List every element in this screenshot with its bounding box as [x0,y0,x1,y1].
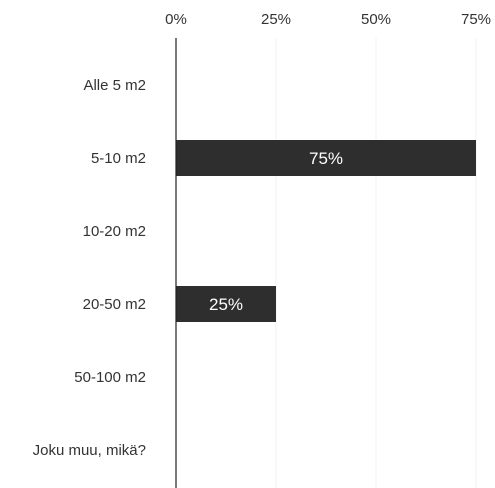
x-tick-label: 75% [461,11,491,28]
category-label: 10-20 m2 [83,223,146,240]
category-label: 5-10 m2 [91,150,146,167]
bar [176,286,276,322]
category-label: Alle 5 m2 [83,77,146,94]
category-label: 20-50 m2 [83,296,146,313]
category-labels: Alle 5 m2 5-10 m2 10-20 m2 20-50 m2 50-100 m… [33,77,146,459]
x-tick-label: 50% [361,11,391,28]
bar-value-label: 25% [209,295,243,314]
bar-value-label: 75% [309,149,343,168]
bars: 75% 25% [176,140,476,322]
x-tick-label: 25% [261,11,291,28]
category-label: Joku muu, mikä? [33,442,146,459]
bar [176,140,476,176]
grid-lines [275,38,477,488]
x-tick-label: 0% [165,11,187,28]
x-tick-labels: 0% 25% 50% 75% [165,11,491,28]
category-label: 50-100 m2 [74,369,146,386]
